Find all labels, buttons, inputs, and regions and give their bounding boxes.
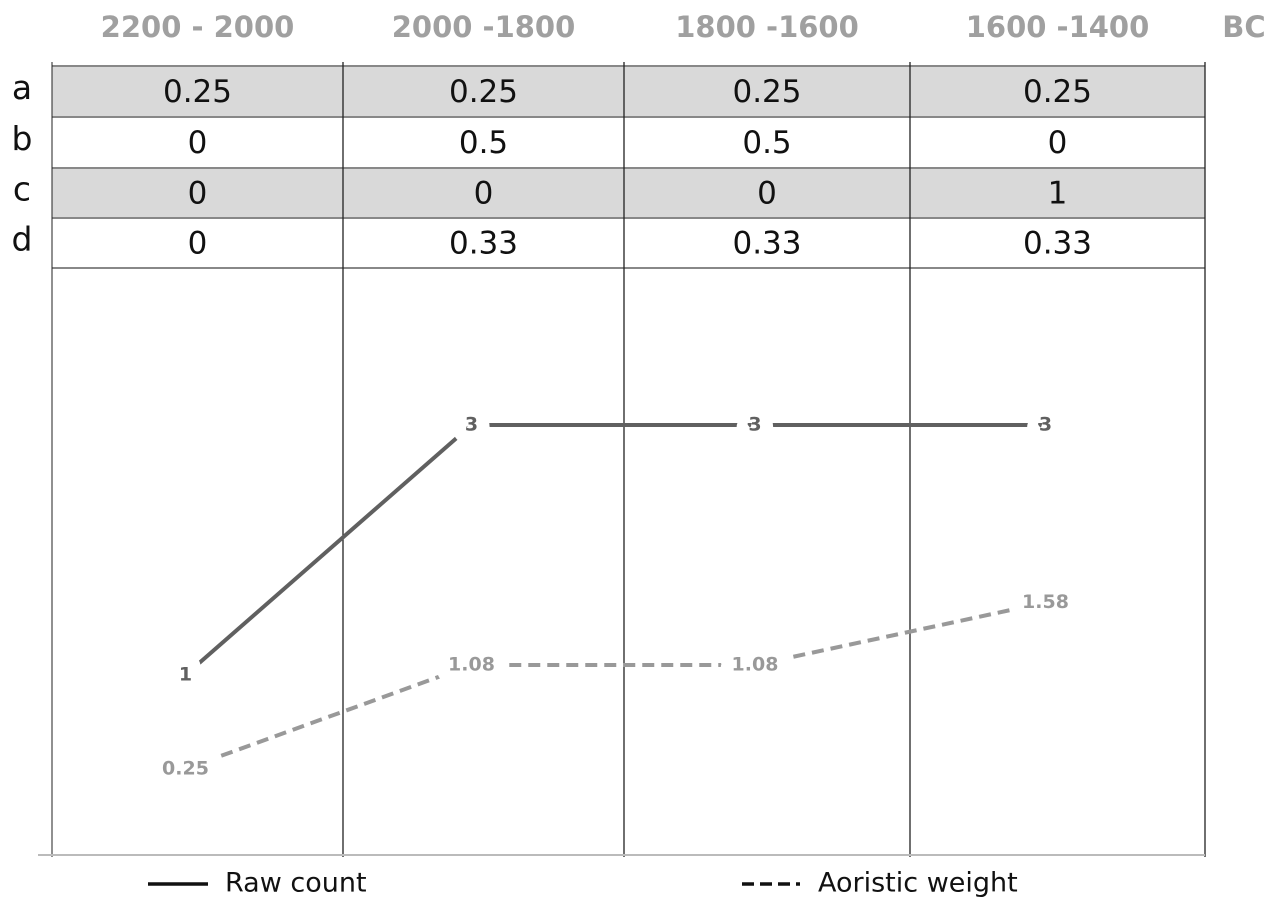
cell-value: 0.25	[449, 74, 518, 110]
cell-value: 0.25	[163, 74, 232, 110]
column-header: 2000 -1800	[392, 10, 576, 44]
data-label: 1.58	[1022, 591, 1069, 613]
data-label: 3	[1039, 414, 1052, 436]
series-line	[184, 423, 1046, 677]
legend-label: Aoristic weight	[818, 868, 1018, 899]
data-label: 3	[465, 414, 478, 436]
cell-value: 0.33	[449, 226, 518, 262]
cell-value: 0.5	[459, 125, 508, 161]
row-label: c	[13, 170, 31, 209]
data-label: 0.25	[162, 757, 209, 779]
cell-value: 0	[474, 176, 494, 212]
cell-value: 0.33	[1023, 226, 1092, 262]
row-background	[52, 218, 1205, 268]
row-label: a	[12, 68, 32, 107]
cell-value: 0.25	[1023, 74, 1092, 110]
row-background	[52, 168, 1205, 218]
cell-value: 0	[1048, 125, 1068, 161]
cell-value: 0	[188, 226, 208, 262]
cell-value: 0.33	[732, 226, 801, 262]
series-line	[184, 600, 1046, 771]
row-label: d	[12, 220, 33, 259]
cell-value: 0.25	[732, 74, 801, 110]
data-label: 1.08	[448, 654, 495, 676]
cell-value: 0	[757, 176, 777, 212]
column-header: 1800 -1600	[675, 10, 859, 44]
cell-value: 0.5	[742, 125, 791, 161]
column-header: 2200 - 2000	[101, 10, 295, 44]
data-label: 3	[748, 414, 761, 436]
cell-value: 0	[188, 176, 208, 212]
cell-value: 1	[1048, 176, 1068, 212]
row-background	[52, 66, 1205, 117]
legend-label: Raw count	[225, 868, 367, 899]
data-label: 1	[179, 664, 192, 686]
row-label: b	[12, 119, 33, 158]
row-background	[52, 117, 1205, 168]
cell-value: 0	[188, 125, 208, 161]
column-header: 1600 -1400	[966, 10, 1150, 44]
unit-label: BC	[1222, 10, 1265, 44]
data-label: 1.08	[732, 654, 779, 676]
